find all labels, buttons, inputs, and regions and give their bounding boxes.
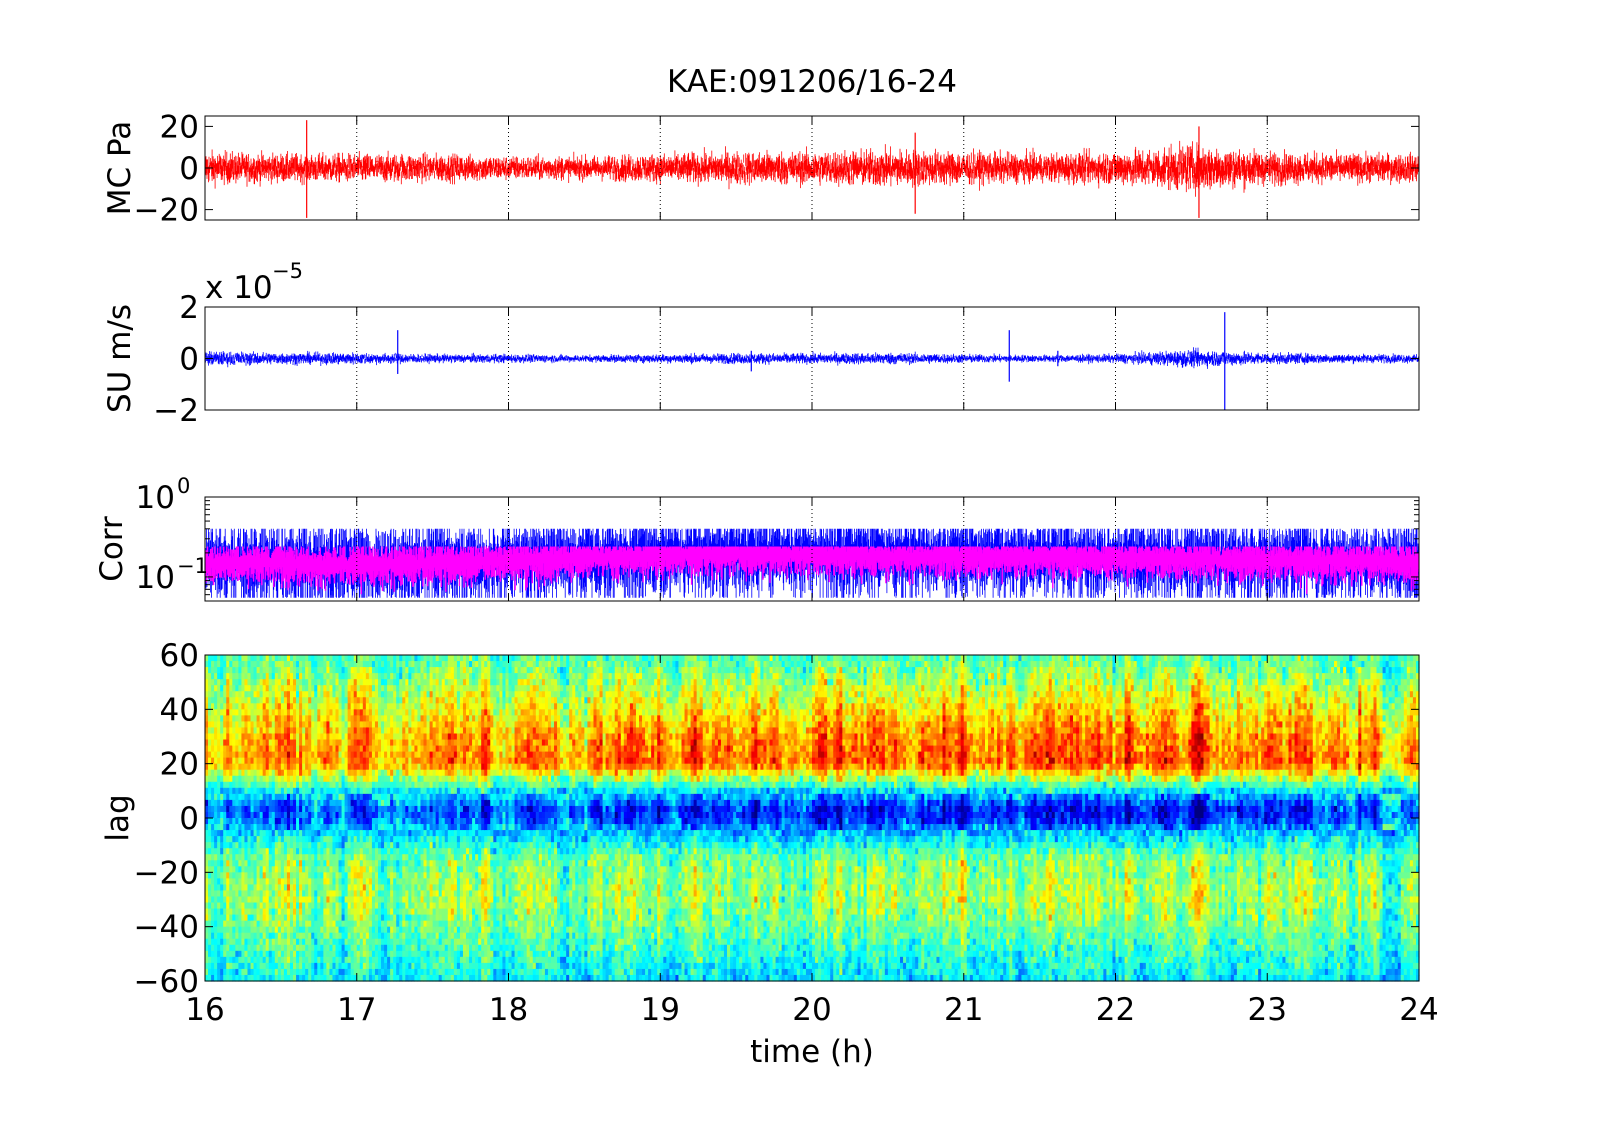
y-axis-label: SU m/s	[102, 304, 138, 413]
y-tick-label: 20	[160, 747, 199, 783]
heatmap-cells	[205, 655, 1420, 982]
y-tick-label: 0	[179, 801, 199, 837]
y-tick-exponent: 0	[177, 474, 190, 498]
velocity-panel: −2 0 2 SU m/s x 10 −5	[102, 259, 1419, 429]
y-axis-label: MC Pa	[102, 121, 138, 216]
y-tick-label: −20	[134, 855, 199, 891]
figure-title: KAE:091206/16-24	[667, 64, 957, 100]
x-tick-label: 18	[489, 992, 528, 1028]
velocity-series	[205, 347, 1419, 369]
pressure-panel: −20 0 20 MC Pa	[102, 109, 1419, 228]
y-tick-label: 10	[136, 560, 175, 596]
y-tick-label: 40	[160, 692, 199, 728]
y-tick-label: 0	[179, 151, 199, 187]
x-tick-label: 20	[792, 992, 831, 1028]
x-tick-label: 19	[641, 992, 680, 1028]
figure: KAE:091206/16-24 −20020MC Pa −202SU m/sx…	[0, 0, 1597, 1124]
x-axis-label: time (h)	[750, 1034, 874, 1070]
y-tick-label: −20	[134, 193, 199, 229]
y-tick-label: 20	[160, 109, 199, 145]
y-axis-label: lag	[100, 794, 136, 841]
x-tick-label: 16	[185, 992, 224, 1028]
y-tick-label: 60	[160, 638, 199, 674]
x-tick-label: 22	[1096, 992, 1135, 1028]
y-tick-label: −40	[134, 910, 199, 946]
y-tick-label: −2	[153, 393, 199, 429]
scale-factor-label: x 10	[205, 270, 273, 306]
x-tick-label: 23	[1248, 992, 1287, 1028]
y-axis-label: Corr	[94, 516, 130, 582]
x-tick-label: 21	[944, 992, 983, 1028]
y-tick-exponent: −1	[177, 554, 208, 578]
y-tick-label: 2	[179, 290, 199, 326]
scale-factor-exponent: −5	[272, 259, 303, 283]
y-tick-label: 0	[179, 342, 199, 378]
y-tick-label: 10	[136, 480, 175, 516]
x-tick-label: 17	[337, 992, 376, 1028]
x-tick-label: 24	[1399, 992, 1438, 1028]
